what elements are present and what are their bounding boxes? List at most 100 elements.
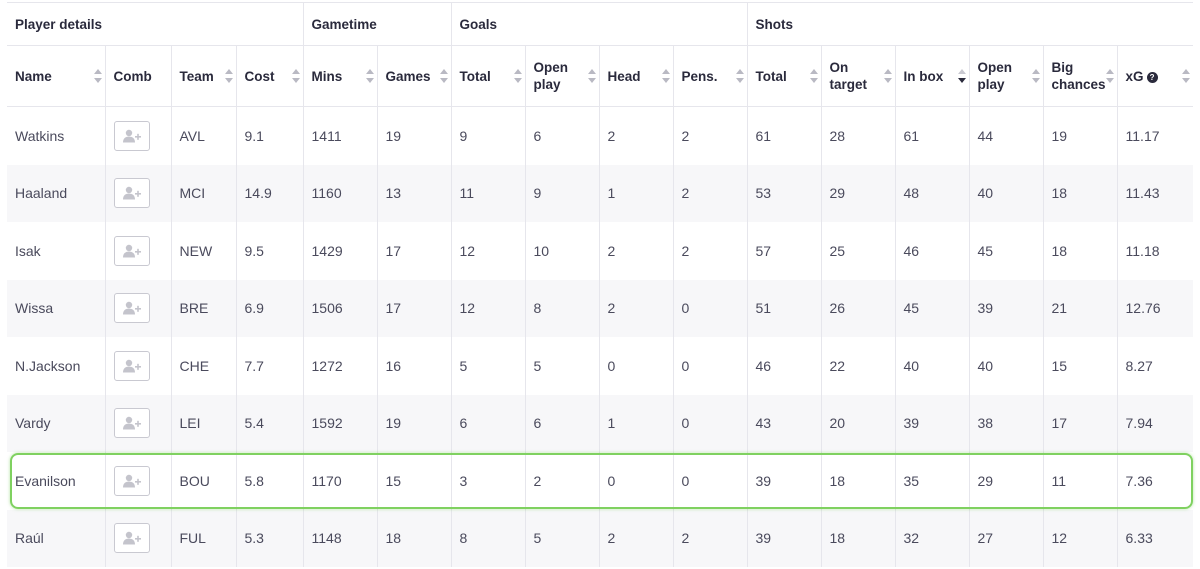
cell-shots-open-play: 44 xyxy=(969,106,1044,165)
column-header-xg[interactable]: xG? xyxy=(1117,45,1194,107)
sort-icon[interactable] xyxy=(365,69,374,83)
add-player-button[interactable] xyxy=(113,178,150,209)
sort-icon[interactable] xyxy=(1182,69,1191,83)
add-player-button[interactable] xyxy=(113,350,150,381)
cell-shots-open-play: 45 xyxy=(969,222,1044,280)
column-header-cost[interactable]: Cost xyxy=(236,45,304,107)
sort-icon[interactable] xyxy=(291,69,300,83)
add-user-icon xyxy=(122,187,141,200)
sort-icon[interactable] xyxy=(1031,69,1040,83)
cell-on-target: 20 xyxy=(821,394,896,452)
cell-pens: 2 xyxy=(673,164,748,222)
comb-cell xyxy=(105,394,172,452)
player-stats-table-container: Player details Gametime Goals Shots Name Com… xyxy=(7,2,1194,567)
cell-team: FUL xyxy=(171,509,237,567)
column-label-line: Total xyxy=(755,68,787,84)
sort-icon[interactable] xyxy=(439,69,448,83)
cell-name: N.Jackson xyxy=(7,337,106,395)
sort-icon[interactable] xyxy=(513,69,522,83)
cell-team: AVL xyxy=(171,106,237,165)
column-header-in-box[interactable]: In box xyxy=(895,45,970,107)
cell-shots-total: 39 xyxy=(747,509,822,567)
cell-games: 17 xyxy=(377,279,452,337)
cell-on-target: 29 xyxy=(821,164,896,222)
cell-shots-open-play: 40 xyxy=(969,337,1044,395)
cell-pens: 2 xyxy=(673,222,748,280)
add-player-button[interactable] xyxy=(113,120,150,151)
table-row: Wissa BRE 6.9 1506 17 12 8 2 0 51 26 45 39 21 12.76 xyxy=(7,279,1194,337)
sort-icon[interactable] xyxy=(809,69,818,83)
column-header-team[interactable]: Team xyxy=(171,45,237,107)
cell-pens: 0 xyxy=(673,279,748,337)
sort-icon[interactable] xyxy=(957,69,966,83)
column-header-label: Head xyxy=(608,68,653,85)
table-row: Watkins AVL 9.1 1411 19 9 6 2 2 61 28 61 44 19 11.17 xyxy=(7,106,1193,165)
cell-mins: 1160 xyxy=(303,164,378,222)
column-label-line: target xyxy=(829,77,868,92)
cell-goals-total: 6 xyxy=(451,394,526,452)
cell-team: MCI xyxy=(171,164,237,222)
column-header-head[interactable]: Head xyxy=(599,45,674,107)
cell-team: BOU xyxy=(171,452,237,510)
cell-pens: 0 xyxy=(673,452,748,510)
cell-pens: 2 xyxy=(673,509,748,567)
column-header-name[interactable]: Name xyxy=(7,45,106,107)
column-header-big-chances[interactable]: Big chances xyxy=(1043,45,1118,107)
column-header-label: Total xyxy=(756,68,799,85)
sort-icon[interactable] xyxy=(93,69,102,83)
cell-big-chances: 17 xyxy=(1043,394,1118,452)
cell-mins: 1411 xyxy=(303,106,378,165)
cell-shots-total: 61 xyxy=(747,106,822,165)
sort-icon[interactable] xyxy=(883,69,892,83)
cell-xg: 6.33 xyxy=(1117,509,1194,567)
column-label-line: Comb xyxy=(113,68,152,84)
column-label-line: chances xyxy=(1051,77,1106,92)
cell-cost: 9.5 xyxy=(236,222,304,280)
column-header-goals-open-play[interactable]: Open play xyxy=(525,45,600,107)
sort-icon[interactable] xyxy=(1105,69,1114,83)
column-header-label: Cost xyxy=(245,68,287,85)
cell-big-chances: 12 xyxy=(1043,509,1118,567)
column-label-line: play xyxy=(533,77,561,92)
add-player-button[interactable] xyxy=(113,293,150,324)
column-header-mins[interactable]: Mins xyxy=(303,45,378,107)
cell-big-chances: 18 xyxy=(1043,164,1118,222)
cell-big-chances: 15 xyxy=(1043,337,1118,395)
cell-cost: 9.1 xyxy=(236,106,304,165)
add-player-button[interactable] xyxy=(113,408,150,439)
cell-games: 15 xyxy=(377,452,452,510)
add-user-icon xyxy=(122,129,141,143)
cell-big-chances: 18 xyxy=(1043,222,1118,280)
sort-icon[interactable] xyxy=(661,69,670,83)
add-player-button[interactable] xyxy=(113,465,150,496)
cell-cost: 5.3 xyxy=(236,509,304,567)
column-header-games[interactable]: Games xyxy=(377,45,452,107)
column-header-shots-open-play[interactable]: Open play xyxy=(969,45,1044,107)
cell-big-chances: 11 xyxy=(1043,452,1118,510)
cell-head: 2 xyxy=(599,279,674,337)
cell-head: 0 xyxy=(599,452,674,510)
cell-goals-total: 3 xyxy=(451,452,526,510)
column-header-label: Mins xyxy=(312,68,355,85)
cell-cost: 5.4 xyxy=(236,394,304,452)
add-player-button[interactable] xyxy=(113,523,150,554)
sort-icon[interactable] xyxy=(224,69,233,83)
sort-icon[interactable] xyxy=(587,69,596,83)
column-header-shots-total[interactable]: Total xyxy=(747,45,822,107)
add-player-button[interactable] xyxy=(113,235,150,266)
column-label-line: Mins xyxy=(311,68,343,84)
cell-in-box: 45 xyxy=(895,279,970,337)
column-header-label: Big chances xyxy=(1052,59,1118,93)
cell-xg: 8.27 xyxy=(1125,357,1153,374)
column-header-pens[interactable]: Pens. xyxy=(673,45,748,107)
column-header-goals-total[interactable]: Total xyxy=(451,45,526,107)
comb-cell xyxy=(105,164,172,222)
comb-cell xyxy=(105,509,172,567)
cell-xg: 7.94 xyxy=(1117,394,1194,452)
cell-big-chances: 19 xyxy=(1043,106,1118,165)
player-stats-table: Player details Gametime Goals Shots Name Com… xyxy=(7,2,1194,567)
column-header-on-target[interactable]: On target xyxy=(821,45,896,107)
sort-icon[interactable] xyxy=(735,69,744,83)
help-icon[interactable]: ? xyxy=(1146,71,1158,83)
group-header-player-details: Player details xyxy=(7,2,304,46)
